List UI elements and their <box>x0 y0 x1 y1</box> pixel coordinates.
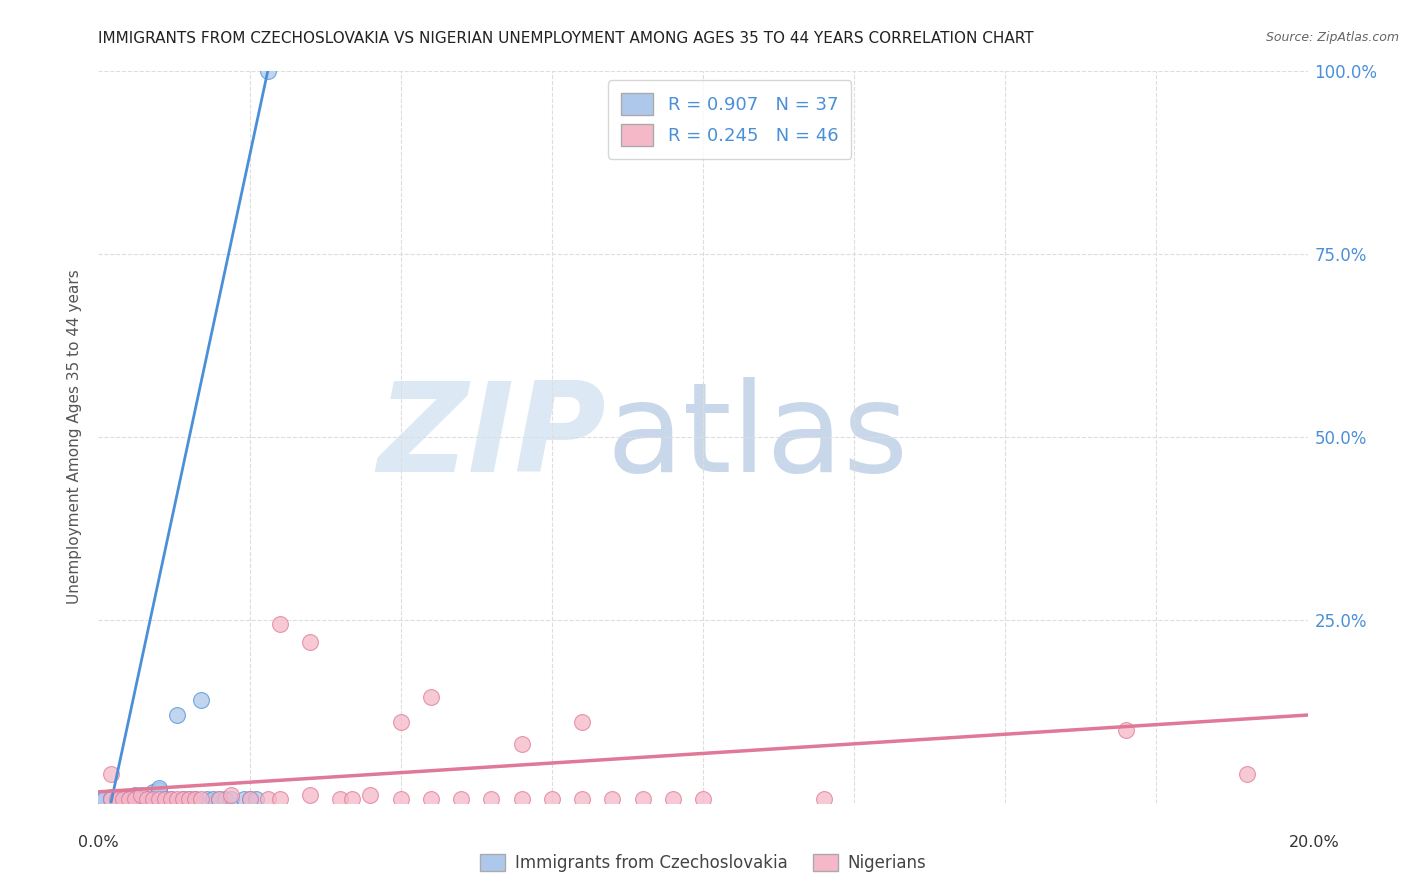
Point <box>208 792 231 806</box>
Text: 20.0%: 20.0% <box>1289 836 1340 850</box>
Point <box>662 792 685 806</box>
Point <box>135 792 157 806</box>
Text: atlas: atlas <box>606 376 908 498</box>
Point <box>142 785 165 799</box>
Point <box>389 792 412 806</box>
Point <box>245 792 267 806</box>
Point <box>221 789 243 803</box>
Point <box>160 792 183 806</box>
Point <box>172 792 194 806</box>
Point <box>299 635 322 649</box>
Point <box>195 792 218 806</box>
Point <box>184 792 207 806</box>
Point <box>256 64 278 78</box>
Point <box>450 792 472 806</box>
Point <box>232 792 254 806</box>
Point <box>202 792 225 806</box>
Point <box>329 792 352 806</box>
Point <box>129 792 152 806</box>
Point <box>153 792 176 806</box>
Point <box>342 792 364 806</box>
Point <box>184 792 207 806</box>
Point <box>256 792 278 806</box>
Point <box>190 792 212 806</box>
Point <box>93 792 115 806</box>
Point <box>100 792 122 806</box>
Point <box>1236 766 1258 780</box>
Point <box>269 616 291 631</box>
Text: 0.0%: 0.0% <box>79 836 118 850</box>
Point <box>100 792 122 806</box>
Point <box>153 792 176 806</box>
Point <box>118 792 141 806</box>
Point <box>221 792 243 806</box>
Point <box>510 792 533 806</box>
Point <box>129 789 152 803</box>
Legend: Immigrants from Czechoslovakia, Nigerians: Immigrants from Czechoslovakia, Nigerian… <box>472 847 934 879</box>
Point <box>602 792 624 806</box>
Point <box>142 792 165 806</box>
Point <box>239 792 262 806</box>
Text: IMMIGRANTS FROM CZECHOSLOVAKIA VS NIGERIAN UNEMPLOYMENT AMONG AGES 35 TO 44 YEAR: IMMIGRANTS FROM CZECHOSLOVAKIA VS NIGERI… <box>98 31 1033 46</box>
Point <box>100 789 122 804</box>
Point <box>510 737 533 751</box>
Text: Source: ZipAtlas.com: Source: ZipAtlas.com <box>1265 31 1399 45</box>
Point <box>1115 723 1137 737</box>
Point <box>166 708 188 723</box>
Point <box>540 792 562 806</box>
Point <box>208 792 231 806</box>
Point <box>93 792 115 806</box>
Point <box>100 766 122 780</box>
Point <box>118 792 141 806</box>
Point <box>124 789 146 803</box>
Point <box>631 792 654 806</box>
Point <box>360 789 382 803</box>
Point <box>124 792 146 806</box>
Text: ZIP: ZIP <box>378 376 606 498</box>
Point <box>111 792 134 806</box>
Point <box>118 792 141 806</box>
Point <box>571 792 593 806</box>
Point <box>148 782 170 797</box>
Point <box>179 792 201 806</box>
Point <box>481 792 503 806</box>
Point <box>148 781 170 796</box>
Point <box>172 792 194 806</box>
Point <box>389 715 412 730</box>
Point <box>179 792 201 806</box>
Point <box>105 791 128 805</box>
Point <box>692 792 714 806</box>
Point <box>299 789 322 803</box>
Point <box>214 792 236 806</box>
Point <box>105 791 128 805</box>
Point <box>111 792 134 806</box>
Point <box>129 792 152 806</box>
Point <box>420 690 443 704</box>
Point <box>105 792 128 806</box>
Y-axis label: Unemployment Among Ages 35 to 44 years: Unemployment Among Ages 35 to 44 years <box>67 269 83 605</box>
Point <box>166 792 188 806</box>
Point <box>190 693 212 707</box>
Point <box>571 715 593 730</box>
Point <box>105 792 128 806</box>
Point <box>135 792 157 806</box>
Point <box>142 792 165 806</box>
Point <box>269 792 291 806</box>
Point <box>148 792 170 806</box>
Point <box>239 792 262 806</box>
Point <box>420 792 443 806</box>
Point <box>111 792 134 806</box>
Point <box>100 792 122 806</box>
Point <box>813 792 835 806</box>
Point <box>124 792 146 806</box>
Point <box>160 792 183 806</box>
